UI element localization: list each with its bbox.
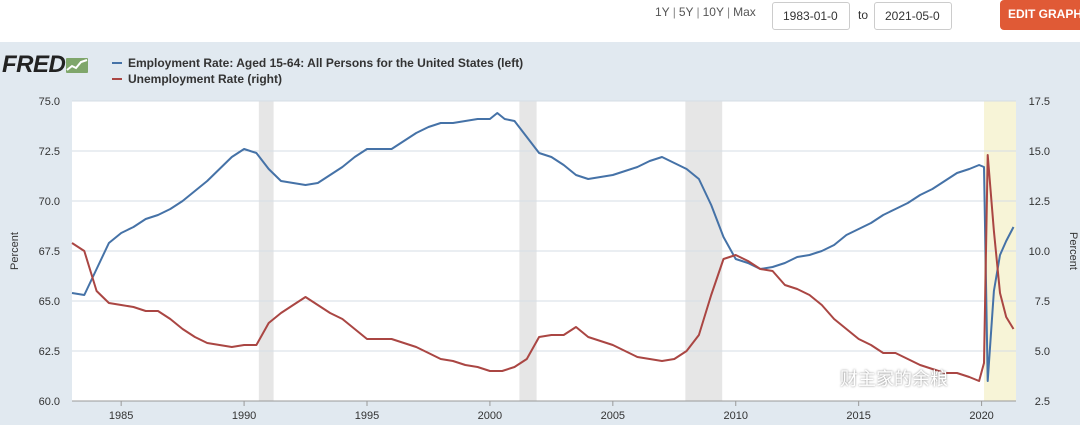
x-tick-label: 2020 [969, 410, 993, 422]
legend-item-unemployment[interactable]: Unemployment Rate (right) [112, 71, 523, 87]
y-left-tick-label: 67.5 [39, 246, 60, 258]
y-right-tick-label: 15.0 [1029, 146, 1050, 158]
to-label: to [858, 8, 869, 22]
start-date-input[interactable]: 1983-01-0 [772, 2, 850, 30]
range-links: 1Y | 5Y | 10Y | Max [655, 5, 756, 19]
separator: | [726, 5, 731, 19]
y-left-tick-label: 65.0 [39, 296, 60, 308]
y-left-tick-label: 75.0 [39, 96, 60, 108]
x-tick-label: 2010 [724, 410, 748, 422]
x-tick-label: 2005 [601, 410, 625, 422]
logo-chart-icon [66, 58, 89, 73]
legend-swatch-employment [112, 62, 122, 64]
y-right-tick-label: 5.0 [1035, 346, 1050, 358]
x-tick-label: 1985 [109, 410, 133, 422]
y-left-tick-label: 72.5 [39, 146, 60, 158]
x-tick-label: 2015 [846, 410, 870, 422]
y-right-tick-label: 7.5 [1035, 296, 1050, 308]
y-right-axis-label: Percent [1067, 232, 1079, 270]
range-max-link[interactable]: Max [733, 5, 756, 19]
legend-label-unemployment: Unemployment Rate (right) [128, 72, 283, 86]
y-right-tick-label: 2.5 [1035, 396, 1050, 408]
range-10y-link[interactable]: 10Y [702, 5, 724, 19]
range-5y-link[interactable]: 5Y [678, 5, 694, 19]
top-controls-bar: 1Y | 5Y | 10Y | Max 1983-01-0 to 2021-05-0 EDI… [0, 0, 1080, 42]
fred-logo: FRED [2, 51, 90, 78]
end-date-input[interactable]: 2021-05-0 [874, 2, 952, 30]
x-tick-label: 1990 [232, 410, 256, 422]
y-right-tick-label: 17.5 [1029, 96, 1050, 108]
range-1y-link[interactable]: 1Y [655, 5, 670, 19]
series-line-employment[interactable] [71, 112, 1015, 382]
legend: Employment Rate: Aged 15-64: All Persons… [112, 55, 523, 87]
x-tick-label: 1995 [355, 410, 379, 422]
y-left-tick-label: 62.5 [39, 346, 60, 358]
series-line-unemployment[interactable] [71, 154, 1015, 382]
separator: | [672, 5, 676, 19]
watermark-text: 财主家的余粮 [840, 369, 948, 390]
legend-item-employment[interactable]: Employment Rate: Aged 15-64: All Persons… [112, 55, 523, 71]
edit-graph-button[interactable]: EDIT GRAPH [1000, 0, 1080, 30]
fred-logo-text: FRED [2, 51, 66, 78]
y-right-tick-label: 10.0 [1029, 246, 1050, 258]
y-left-tick-label: 70.0 [39, 196, 60, 208]
legend-label-employment: Employment Rate: Aged 15-64: All Persons… [128, 56, 524, 70]
x-tick-label: 2000 [478, 410, 502, 422]
separator: | [696, 5, 700, 19]
y-right-tick-label: 12.5 [1029, 196, 1050, 208]
y-left-tick-label: 60.0 [39, 396, 60, 408]
y-left-axis-label: Percent [9, 232, 21, 270]
legend-swatch-unemployment [112, 78, 122, 80]
